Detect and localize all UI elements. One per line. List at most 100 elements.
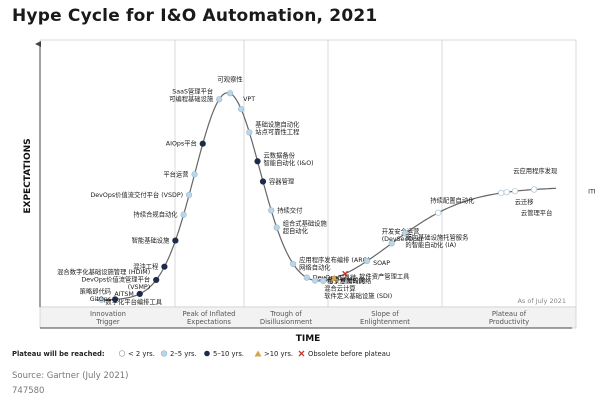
- item-label: 混合云计算: [324, 283, 355, 292]
- technology-item: 智能基础设施: [132, 236, 179, 245]
- x-axis-label: TIME: [296, 334, 321, 344]
- svg-text:Productivity: Productivity: [489, 318, 529, 326]
- item-label: 智能自动化 (I&O): [264, 158, 314, 167]
- legend-item-2to5: 2–5 yrs.: [160, 350, 197, 358]
- technology-item: 开发安全运营(DevSecOps): [382, 226, 423, 247]
- item-marker: [180, 211, 187, 218]
- technology-item: AIOps平台: [166, 139, 206, 148]
- svg-text:Expectations: Expectations: [187, 318, 231, 326]
- item-marker: [268, 207, 275, 214]
- item-marker: [191, 171, 198, 178]
- item-label: 软件定义基础设施 (SDI): [324, 291, 392, 300]
- item-marker: [172, 237, 179, 244]
- item-marker: [185, 191, 193, 199]
- legend-swatch: [118, 350, 126, 357]
- technology-item: 软件资产管理工具: [342, 270, 410, 281]
- y-axis-label: EXPECTATIONS: [23, 138, 33, 213]
- item-label: (DevSecOps): [382, 236, 423, 243]
- technology-item: SOAP: [363, 257, 390, 267]
- item-marker: [161, 263, 168, 270]
- item-marker: [112, 296, 119, 303]
- document-id: 747580: [12, 386, 44, 396]
- item-label: 超自动化: [283, 226, 309, 235]
- svg-text:>10 yrs.: >10 yrs.: [264, 350, 293, 358]
- item-label: 持续合规自动化: [134, 210, 179, 219]
- item-marker: [511, 188, 519, 195]
- item-label: 持续交付: [277, 205, 302, 214]
- item-label: 云迁移: [515, 197, 535, 206]
- item-marker: [273, 224, 280, 231]
- item-label: AIOps平台: [166, 139, 197, 148]
- legend-swatch: [204, 350, 210, 357]
- legend-item-obsolete: Obsolete before plateau: [298, 350, 390, 358]
- item-label: 数字化平台编排工具: [105, 297, 162, 306]
- technology-item: 持续交付: [268, 205, 302, 214]
- item-label: GitOps: [90, 296, 111, 303]
- item-marker: [435, 209, 442, 216]
- phase-label-trough: Trough of Disillusionment: [260, 310, 313, 326]
- legend: Plateau will be reached: < 2 yrs. 2–5 yr…: [12, 350, 390, 358]
- item-label: 云管理平台: [521, 208, 552, 217]
- item-marker: [290, 260, 297, 268]
- item-label: 基础设施自动化: [255, 119, 300, 128]
- technology-item: 数字化平台编排工具: [98, 296, 163, 306]
- technology-item: 基于意图的网络: [320, 276, 372, 285]
- source-note: Source: Gartner (July 2021): [12, 371, 128, 381]
- item-marker: [342, 270, 349, 277]
- technology-item: 云管理平台: [511, 188, 552, 217]
- technology-item: 持续合规自动化: [134, 210, 187, 219]
- item-label: 持续配置自动化: [430, 196, 475, 205]
- item-label: 开发安全运营: [382, 226, 420, 235]
- item-marker: [498, 189, 505, 197]
- item-marker: [320, 277, 327, 284]
- technology-item: AITSM: [114, 290, 143, 298]
- technology-item: 混合数字化基础设施管理 (HDIM)DevOps价值流管理平台(VSMP): [57, 267, 160, 291]
- item-marker: [237, 105, 245, 113]
- legend-item-lt2: < 2 yrs.: [118, 350, 155, 358]
- item-label: 混合数字化基础设施管理 (HDIM): [57, 267, 150, 276]
- item-marker: [98, 296, 105, 303]
- technology-item: 平台运营: [163, 169, 198, 178]
- technology-item: 容器管理: [259, 177, 295, 186]
- legend-item-gt10: >10 yrs.: [254, 350, 293, 358]
- technology-item: DevOps价值流交付平台 (VSDP): [90, 190, 193, 199]
- svg-text:Plateau of: Plateau of: [492, 310, 527, 318]
- item-label: ITIL: [588, 189, 596, 196]
- item-label: AITSM: [114, 291, 133, 298]
- item-label: 站点可靠性工程: [255, 127, 300, 136]
- item-label: 的智能自动化 (IA): [405, 240, 456, 249]
- legend-title: Plateau will be reached:: [12, 350, 105, 358]
- technology-item: 持续配置自动化: [430, 196, 475, 216]
- item-label: 可编程基础设施: [169, 94, 214, 103]
- svg-text:Slope of: Slope of: [371, 310, 399, 318]
- technology-item: 云迁移: [503, 189, 535, 206]
- item-label: 组合式基础设施: [283, 219, 328, 228]
- svg-text:Peak of Inflated: Peak of Inflated: [183, 310, 236, 318]
- item-label: 不可变基础设施: [321, 276, 366, 285]
- svg-text:Disillusionment: Disillusionment: [260, 318, 313, 326]
- legend-swatch: [254, 350, 262, 357]
- technology-item: 应用程序发布编排 (ARO)网络自动化: [290, 255, 370, 271]
- as-of-date: As of July 2021: [517, 297, 566, 305]
- item-label: 平台运营: [163, 169, 188, 178]
- item-label: 基于意图的网络: [327, 276, 372, 285]
- item-marker: [503, 189, 510, 196]
- item-marker: [530, 186, 538, 193]
- technology-item: 可观察性: [218, 74, 243, 97]
- item-marker: [254, 158, 261, 165]
- technology-item: 不可变基础设施: [311, 276, 366, 285]
- item-label: 云数据备份: [264, 150, 296, 159]
- item-marker: [246, 129, 253, 136]
- phase-label-slope: Slope of Enlightenment: [360, 310, 410, 326]
- item-label: 智能基础设施: [132, 236, 170, 245]
- item-marker: [402, 230, 409, 237]
- item-label: 软件资产管理工具: [359, 272, 410, 281]
- item-label: 容器管理: [269, 177, 295, 186]
- svg-text:Obsolete before plateau: Obsolete before plateau: [308, 350, 390, 358]
